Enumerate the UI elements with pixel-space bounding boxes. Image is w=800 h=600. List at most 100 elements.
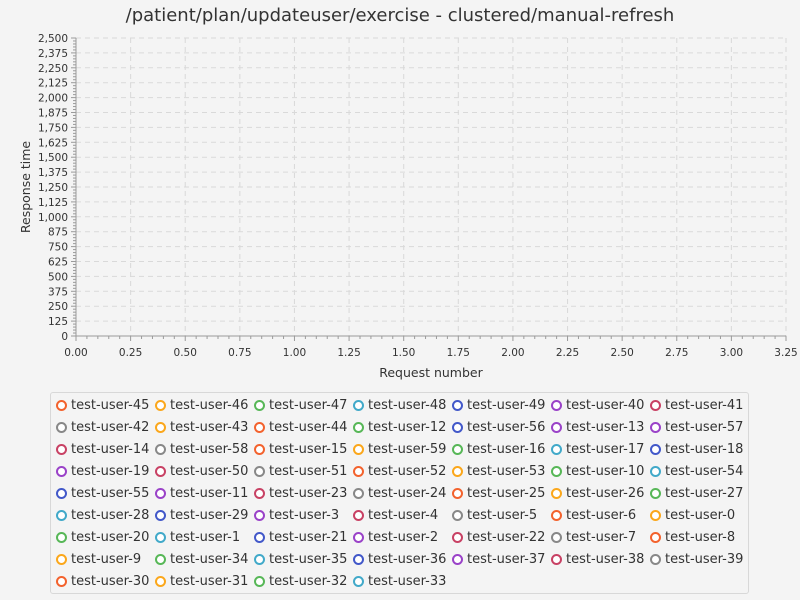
legend-item[interactable]: test-user-58 <box>155 439 248 459</box>
legend-item[interactable]: test-user-23 <box>254 483 347 503</box>
legend-item[interactable]: test-user-59 <box>353 439 446 459</box>
legend-item[interactable]: test-user-28 <box>56 505 149 525</box>
legend-item[interactable]: test-user-2 <box>353 527 438 547</box>
legend-item[interactable]: test-user-13 <box>551 417 644 437</box>
legend-item[interactable]: test-user-9 <box>56 549 141 569</box>
legend-item[interactable]: test-user-50 <box>155 461 248 481</box>
legend-label: test-user-45 <box>71 397 150 413</box>
legend-item[interactable]: test-user-52 <box>353 461 446 481</box>
legend-item[interactable]: test-user-47 <box>254 395 347 415</box>
legend-item[interactable]: test-user-24 <box>353 483 446 503</box>
legend-item[interactable]: test-user-49 <box>452 395 545 415</box>
legend-item[interactable]: test-user-14 <box>56 439 149 459</box>
legend-label: test-user-38 <box>566 551 645 567</box>
legend-item[interactable]: test-user-3 <box>254 505 339 525</box>
legend-item[interactable]: test-user-8 <box>650 527 735 547</box>
legend-marker-icon <box>254 421 265 433</box>
legend-item[interactable]: test-user-34 <box>155 549 248 569</box>
legend-item[interactable]: test-user-11 <box>155 483 248 503</box>
legend-label: test-user-59 <box>368 441 447 457</box>
legend-label: test-user-32 <box>269 573 348 589</box>
legend-item[interactable]: test-user-41 <box>650 395 743 415</box>
axes <box>71 37 787 341</box>
x-tick-label: 2.00 <box>501 347 524 359</box>
legend-item[interactable]: test-user-38 <box>551 549 644 569</box>
legend-marker-icon <box>254 531 265 543</box>
legend-item[interactable]: test-user-54 <box>650 461 743 481</box>
legend-item[interactable]: test-user-46 <box>155 395 248 415</box>
legend-marker-icon <box>650 553 661 565</box>
legend-item[interactable]: test-user-43 <box>155 417 248 437</box>
legend-item[interactable]: test-user-7 <box>551 527 636 547</box>
legend-item[interactable]: test-user-10 <box>551 461 644 481</box>
legend-label: test-user-0 <box>665 507 736 523</box>
legend-item[interactable]: test-user-30 <box>56 571 149 591</box>
y-tick-label: 125 <box>48 316 68 328</box>
legend-label: test-user-28 <box>71 507 150 523</box>
legend-item[interactable]: test-user-31 <box>155 571 248 591</box>
legend-item[interactable]: test-user-57 <box>650 417 743 437</box>
legend-label: test-user-22 <box>467 529 546 545</box>
x-tick-label: 2.75 <box>665 347 688 359</box>
legend-item[interactable]: test-user-17 <box>551 439 644 459</box>
legend-marker-icon <box>353 487 364 499</box>
legend-item[interactable]: test-user-35 <box>254 549 347 569</box>
legend-label: test-user-3 <box>269 507 340 523</box>
legend-item[interactable]: test-user-37 <box>452 549 545 569</box>
y-tick-label: 1,875 <box>38 108 68 120</box>
legend-label: test-user-36 <box>368 551 447 567</box>
legend-item[interactable]: test-user-27 <box>650 483 743 503</box>
legend-item[interactable]: test-user-55 <box>56 483 149 503</box>
legend-label: test-user-53 <box>467 463 546 479</box>
y-tick-label: 625 <box>48 257 68 269</box>
legend-item[interactable]: test-user-25 <box>452 483 545 503</box>
legend-marker-icon <box>452 487 463 499</box>
legend-marker-icon <box>155 575 166 587</box>
legend-item[interactable]: test-user-18 <box>650 439 743 459</box>
y-tick-label: 0 <box>61 331 68 343</box>
legend-item[interactable]: test-user-51 <box>254 461 347 481</box>
legend-label: test-user-24 <box>368 485 447 501</box>
legend-item[interactable]: test-user-32 <box>254 571 347 591</box>
legend-item[interactable]: test-user-0 <box>650 505 735 525</box>
legend-label: test-user-54 <box>665 463 744 479</box>
legend-item[interactable]: test-user-22 <box>452 527 545 547</box>
legend-item[interactable]: test-user-1 <box>155 527 240 547</box>
legend-label: test-user-17 <box>566 441 645 457</box>
legend-label: test-user-39 <box>665 551 744 567</box>
legend-item[interactable]: test-user-19 <box>56 461 149 481</box>
legend-item[interactable]: test-user-44 <box>254 417 347 437</box>
legend-item[interactable]: test-user-26 <box>551 483 644 503</box>
y-tick-label: 750 <box>48 242 68 254</box>
legend-marker-icon <box>650 487 661 499</box>
legend-item[interactable]: test-user-16 <box>452 439 545 459</box>
legend-item[interactable]: test-user-4 <box>353 505 438 525</box>
legend-item[interactable]: test-user-33 <box>353 571 446 591</box>
legend-item[interactable]: test-user-56 <box>452 417 545 437</box>
y-axis-title: Response time <box>18 141 33 234</box>
legend-marker-icon <box>452 553 463 565</box>
legend-item[interactable]: test-user-5 <box>452 505 537 525</box>
legend-label: test-user-46 <box>170 397 249 413</box>
legend-item[interactable]: test-user-21 <box>254 527 347 547</box>
legend-item[interactable]: test-user-20 <box>56 527 149 547</box>
legend-marker-icon <box>452 465 463 477</box>
legend-marker-icon <box>155 509 166 521</box>
legend-item[interactable]: test-user-12 <box>353 417 446 437</box>
y-tick-label: 1,375 <box>38 167 68 179</box>
legend-item[interactable]: test-user-36 <box>353 549 446 569</box>
legend-item[interactable]: test-user-45 <box>56 395 149 415</box>
legend-label: test-user-12 <box>368 419 447 435</box>
legend-item[interactable]: test-user-29 <box>155 505 248 525</box>
legend-item[interactable]: test-user-15 <box>254 439 347 459</box>
legend-item[interactable]: test-user-39 <box>650 549 743 569</box>
y-tick-label: 250 <box>48 301 68 313</box>
legend-item[interactable]: test-user-6 <box>551 505 636 525</box>
legend-item[interactable]: test-user-48 <box>353 395 446 415</box>
legend-label: test-user-1 <box>170 529 241 545</box>
legend-item[interactable]: test-user-53 <box>452 461 545 481</box>
legend-item[interactable]: test-user-40 <box>551 395 644 415</box>
legend-marker-icon <box>56 399 67 411</box>
x-tick-label: 0.50 <box>174 347 197 359</box>
legend-item[interactable]: test-user-42 <box>56 417 149 437</box>
